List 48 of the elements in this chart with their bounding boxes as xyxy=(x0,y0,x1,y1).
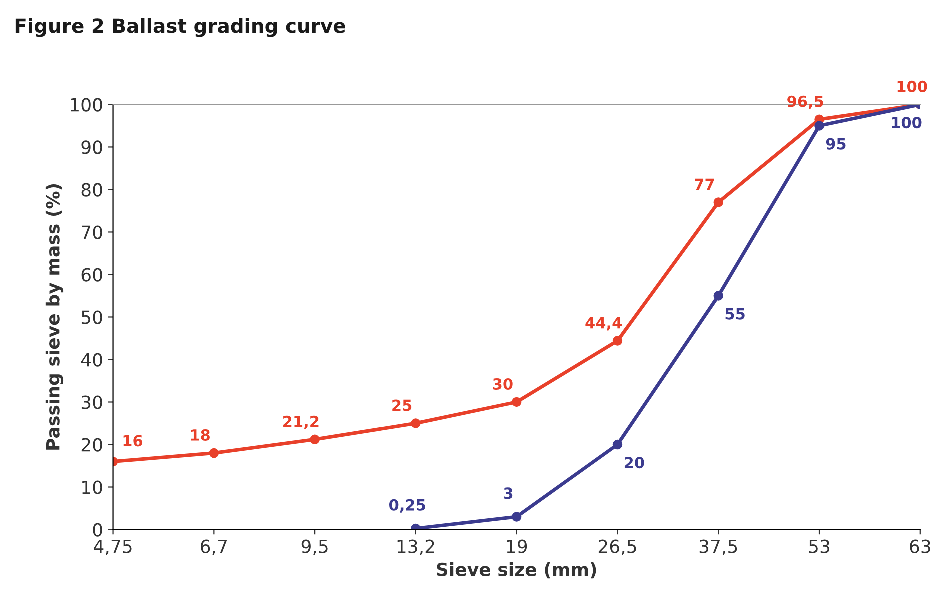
point xyxy=(209,448,220,458)
point xyxy=(612,336,623,346)
data-label: 16 xyxy=(124,435,143,447)
data-label: 3 xyxy=(504,488,513,500)
data-label: 44,4 xyxy=(586,317,622,331)
y-tick-label: 20 xyxy=(82,438,102,452)
data-label: 21,2 xyxy=(284,416,319,430)
x-tick-label: 6,7 xyxy=(201,540,227,556)
point xyxy=(714,198,724,208)
y-tick-label: 10 xyxy=(82,480,102,494)
x-tick-label: 9,5 xyxy=(302,540,328,556)
y-tick-label: 0 xyxy=(93,523,102,537)
x-tick-label: 53 xyxy=(809,540,830,554)
point xyxy=(512,512,522,522)
chart-title: Figure 2 Ballast grading curve xyxy=(16,18,346,38)
data-label: 20 xyxy=(624,457,644,469)
y-axis-title: Passing sieve by mass (%) xyxy=(46,184,64,450)
data-label: 100 xyxy=(892,117,922,129)
point xyxy=(814,121,824,131)
y-tick-label: 40 xyxy=(81,353,102,367)
data-label: 77 xyxy=(695,178,714,190)
x-tick-label: 4,75 xyxy=(94,540,132,556)
point xyxy=(512,397,522,408)
y-tick-label: 90 xyxy=(82,140,102,154)
y-tick-label: 30 xyxy=(82,396,102,410)
point xyxy=(714,291,724,301)
data-label: 30 xyxy=(493,378,513,390)
point xyxy=(411,418,421,428)
data-label: 18 xyxy=(191,429,210,442)
x-tick-label: 13,2 xyxy=(398,540,434,556)
point xyxy=(612,440,623,450)
y-tick-label: 60 xyxy=(82,268,102,282)
x-tick-label: 26,5 xyxy=(598,540,636,556)
data-label: 25 xyxy=(392,400,412,412)
data-label: 96,5 xyxy=(788,96,824,110)
data-label: 0,25 xyxy=(390,499,426,513)
y-tick-label: 100 xyxy=(71,98,102,112)
x-tick-label: 19 xyxy=(507,540,528,554)
y-tick-label: 50 xyxy=(82,310,102,324)
y-tick-label: 80 xyxy=(82,183,102,197)
data-label: 95 xyxy=(826,138,846,150)
data-label: 100 xyxy=(898,80,928,92)
data-label: 55 xyxy=(726,308,745,320)
x-axis-title: Sieve size (mm) xyxy=(437,562,596,579)
x-tick-label: 63 xyxy=(910,540,930,554)
y-tick-label: 70 xyxy=(82,226,102,240)
point xyxy=(310,434,320,445)
x-tick-label: 37,5 xyxy=(700,540,738,556)
